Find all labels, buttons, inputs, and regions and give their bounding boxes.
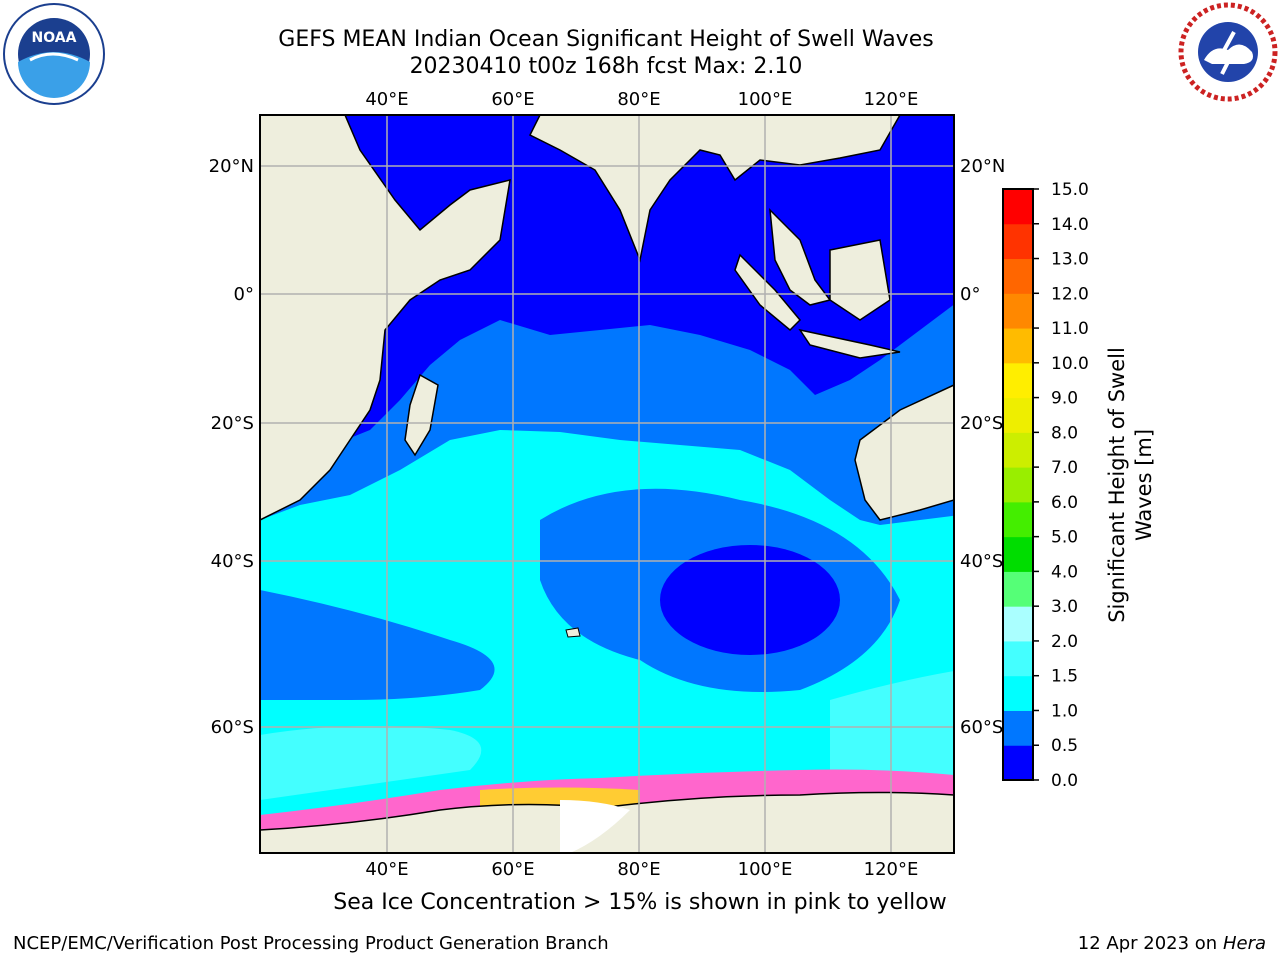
lat-label-right: 20°S <box>960 413 1003 434</box>
lon-label-top: 60°E <box>491 89 534 110</box>
colorbar-tick-label: 7.0 <box>1051 458 1078 478</box>
lon-labels-top: 40°E 60°E 80°E 100°E 120°E <box>365 89 918 110</box>
colorbar-tick-label: 13.0 <box>1051 250 1089 270</box>
lat-label-left: 20°S <box>211 413 254 434</box>
colorbar-segment <box>1003 293 1033 329</box>
mid-swell-sw <box>260 590 495 700</box>
lat-labels-left: 20°N 0° 20°S 40°S 60°S <box>209 156 254 738</box>
colorbar-segment <box>1003 606 1033 642</box>
colorbar-segment <box>1003 675 1033 711</box>
colorbar-segment <box>1003 432 1033 468</box>
colorbar-segment <box>1003 501 1033 538</box>
lat-label-right: 40°S <box>960 551 1003 572</box>
colorbar-segment <box>1003 189 1033 225</box>
noaa-logo: NOAA <box>3 3 105 105</box>
colorbar-tick-label: 11.0 <box>1051 319 1089 339</box>
colorbar-tick-label: 1.5 <box>1051 667 1078 687</box>
chart-subtitle: 20230410 t00z 168h fcst Max: 2.10 <box>409 54 803 79</box>
colorbar-tick-label: 15.0 <box>1051 180 1089 200</box>
land-java <box>798 328 901 359</box>
colorbar-label-line2: Waves [m] <box>1132 429 1156 541</box>
colorbar-tick-label: 10.0 <box>1051 354 1089 374</box>
colorbar-segment <box>1003 710 1033 746</box>
lon-label-bottom: 120°E <box>864 859 919 880</box>
colorbar-tick-label: 9.0 <box>1051 389 1078 409</box>
ice-shelf <box>560 800 630 853</box>
lat-label-left: 20°N <box>209 156 254 177</box>
lon-label-top: 100°E <box>738 89 793 110</box>
land-malay <box>769 207 832 306</box>
colorbar-tick-label: 8.0 <box>1051 423 1078 443</box>
lon-label-top: 120°E <box>864 89 919 110</box>
lat-label-right: 20°N <box>960 156 1005 177</box>
colorbar-segment <box>1003 571 1033 607</box>
colorbar-segment <box>1003 745 1033 781</box>
colorbar-segment <box>1003 640 1033 677</box>
footer-host: Hera <box>1222 933 1266 954</box>
high-swell-se <box>830 671 954 780</box>
colorbar-tick-label: 3.0 <box>1051 597 1078 617</box>
map-panel <box>260 115 954 853</box>
lon-label-bottom: 60°E <box>491 859 534 880</box>
lat-label-right: 60°S <box>960 717 1003 738</box>
chart-title: GEFS MEAN Indian Ocean Significant Heigh… <box>278 27 934 52</box>
land-africa <box>260 115 511 521</box>
footer-right: 12 Apr 2023 on Hera <box>1078 933 1266 954</box>
nws-logo <box>1178 2 1278 102</box>
high-swell-sw <box>260 726 482 800</box>
colorbar-frame <box>1002 188 1034 781</box>
lon-labels-bottom: 40°E 60°E 80°E 100°E 120°E <box>365 859 918 880</box>
map-frame <box>259 114 955 854</box>
colorbar: 0.0 0.5 1.0 1.5 2.0 3.0 4.0 5.0 6.0 7.0 8.0 9.0 10.0… <box>1002 180 1089 791</box>
colorbar-segment <box>1003 223 1033 260</box>
colorbar-segment <box>1003 258 1033 294</box>
land-madagascar <box>404 373 439 457</box>
colorbar-segment <box>1003 328 1033 364</box>
colorbar-segment <box>1003 536 1033 572</box>
colorbar-tick-label: 1.0 <box>1051 701 1078 721</box>
colorbar-segment <box>1003 397 1033 433</box>
colorbar-segment <box>1003 467 1033 503</box>
footer-left: NCEP/EMC/Verification Post Processing Pr… <box>13 933 609 954</box>
lon-label-bottom: 80°E <box>617 859 660 880</box>
lon-label-bottom: 40°E <box>365 859 408 880</box>
lon-label-bottom: 100°E <box>738 859 793 880</box>
footer-date: 12 Apr 2023 on <box>1077 933 1223 954</box>
colorbar-tick-label: 0.5 <box>1051 736 1078 756</box>
ice-caption: Sea Ice Concentration > 15% is shown in … <box>333 890 947 915</box>
colorbar-tick-label: 14.0 <box>1051 215 1089 235</box>
land-kerguelen <box>565 627 581 638</box>
lat-label-left: 60°S <box>211 717 254 738</box>
colorbar-tick-label: 6.0 <box>1051 493 1078 513</box>
lon-label-top: 80°E <box>617 89 660 110</box>
colorbar-tick-label: 0.0 <box>1051 771 1078 791</box>
colorbar-tick-label: 5.0 <box>1051 528 1078 548</box>
colorbar-tick-label: 4.0 <box>1051 562 1078 582</box>
lat-label-left: 0° <box>234 284 254 305</box>
land-australia <box>854 384 954 521</box>
colorbar-tick-label: 2.0 <box>1051 632 1078 652</box>
land-sumatra <box>734 253 802 332</box>
colorbar-segment <box>1003 362 1033 399</box>
lat-label-right: 0° <box>960 284 980 305</box>
colorbar-label: Significant Height of Swell Waves [m] <box>1105 347 1156 623</box>
colorbar-tick-label: 12.0 <box>1051 284 1089 304</box>
colorbar-label-line1: Significant Height of Swell <box>1105 347 1129 623</box>
noaa-logo-text: NOAA <box>32 30 77 46</box>
lat-label-left: 40°S <box>211 551 254 572</box>
graticule <box>260 115 954 853</box>
land-borneo <box>829 239 891 321</box>
lon-label-top: 40°E <box>365 89 408 110</box>
lat-labels-right: 20°N 0° 20°S 40°S 60°S <box>960 156 1005 738</box>
